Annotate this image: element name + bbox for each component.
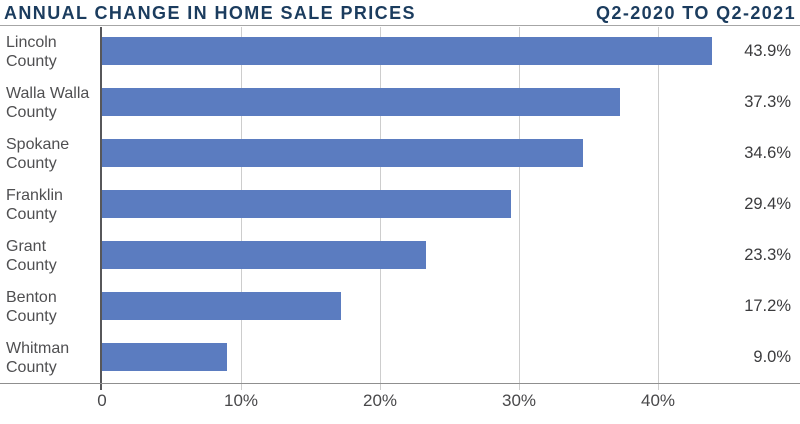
category-label: Spokane County xyxy=(6,128,101,179)
bar xyxy=(102,190,511,218)
x-gridline xyxy=(519,27,520,390)
category-label-line: Grant xyxy=(6,237,47,255)
category-label-line: County xyxy=(6,205,57,223)
chart-period: Q2-2020 TO Q2-2021 xyxy=(596,3,796,23)
category-label: Lincoln County xyxy=(6,26,101,77)
category-label-line: County xyxy=(6,256,57,274)
category-label-line: Lincoln xyxy=(6,33,57,51)
bar xyxy=(102,241,426,269)
category-label-line: Walla Walla xyxy=(6,84,90,102)
value-label: 17.2% xyxy=(744,297,791,315)
category-label-line: County xyxy=(6,154,57,172)
x-gridline xyxy=(658,27,659,390)
category-label-line: County xyxy=(6,307,57,325)
x-tick-label: 0 xyxy=(97,391,107,410)
category-label: Walla Walla County xyxy=(6,77,101,128)
value-label: 37.3% xyxy=(744,93,791,111)
chart-header: ANNUAL CHANGE IN HOME SALE PRICES Q2-202… xyxy=(0,0,800,26)
category-label: Franklin County xyxy=(6,179,101,230)
zero-axis-gridline xyxy=(100,27,102,390)
value-label: 29.4% xyxy=(744,195,791,213)
x-axis-line xyxy=(0,383,800,384)
bar xyxy=(102,139,583,167)
value-label: 34.6% xyxy=(744,144,791,162)
category-label-line: Whitman xyxy=(6,339,70,357)
x-tick-label: 20% xyxy=(362,391,398,410)
x-tick-label: 10% xyxy=(223,391,259,410)
bar xyxy=(102,88,620,116)
bar xyxy=(102,37,712,65)
category-label-line: Franklin xyxy=(6,186,63,204)
x-tick-label: 40% xyxy=(640,391,676,410)
bar xyxy=(102,292,341,320)
category-label-line: Spokane xyxy=(6,135,70,153)
value-label: 9.0% xyxy=(753,348,791,366)
category-label: Whitman County xyxy=(6,332,101,383)
category-label: Benton County xyxy=(6,281,101,332)
category-label-line: County xyxy=(6,358,57,376)
chart-title: ANNUAL CHANGE IN HOME SALE PRICES xyxy=(4,3,416,23)
category-label-line: County xyxy=(6,103,57,121)
value-label: 23.3% xyxy=(744,246,791,264)
category-label: Grant County xyxy=(6,230,101,281)
category-label-line: County xyxy=(6,52,57,70)
value-label: 43.9% xyxy=(744,42,791,60)
x-tick-label: 30% xyxy=(501,391,537,410)
bar xyxy=(102,343,227,371)
category-label-line: Benton xyxy=(6,288,57,306)
